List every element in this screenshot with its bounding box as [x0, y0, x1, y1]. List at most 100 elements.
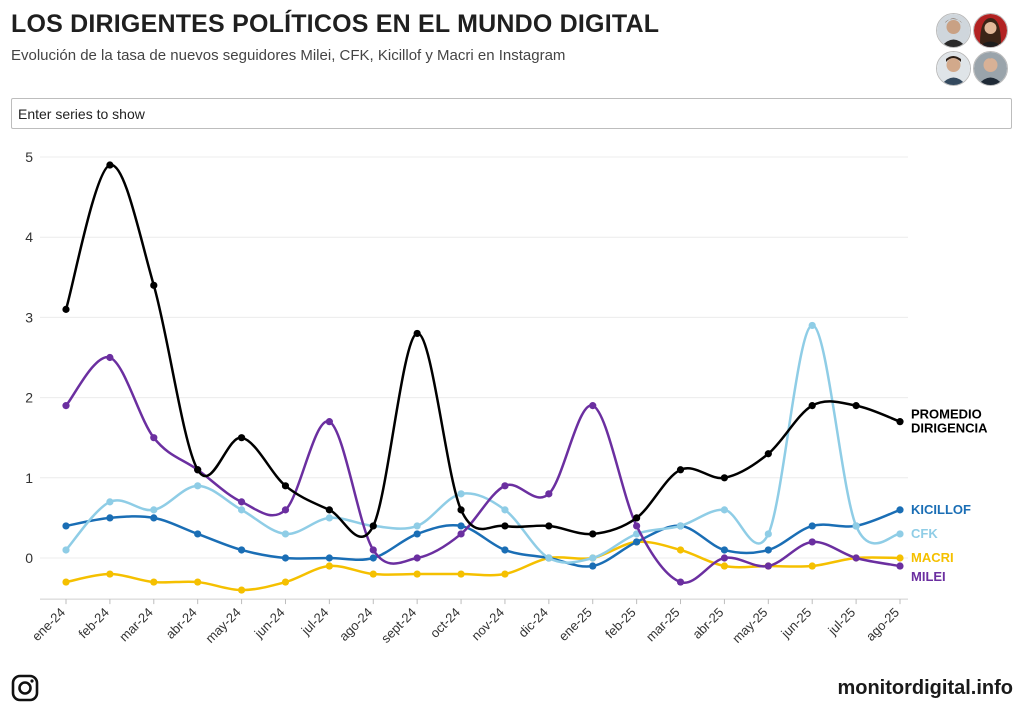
y-tick-label: 3: [25, 309, 33, 325]
data-point: [150, 434, 158, 442]
series-kicillof: [62, 506, 904, 570]
data-point: [457, 506, 465, 514]
data-point: [413, 570, 421, 578]
data-point: [501, 546, 509, 554]
data-point: [325, 506, 333, 514]
x-tick-label: abr-25: [689, 605, 726, 642]
data-point: [194, 482, 202, 490]
x-tick-label: may-24: [202, 605, 243, 646]
data-point: [106, 161, 114, 169]
data-point: [106, 498, 114, 506]
data-point: [457, 522, 465, 530]
series-end-label: KICILLOF: [911, 502, 971, 517]
data-point: [369, 554, 377, 562]
data-point: [325, 554, 333, 562]
data-point: [501, 522, 509, 530]
instagram-icon[interactable]: [11, 674, 39, 702]
series-line-milei: [64, 356, 902, 584]
data-point: [764, 546, 772, 554]
data-point: [808, 562, 816, 570]
avatar-milei: [936, 13, 971, 48]
data-point: [808, 402, 816, 410]
data-point: [413, 329, 421, 338]
data-point: [896, 418, 904, 426]
data-point: [237, 498, 246, 506]
data-point: [194, 466, 202, 474]
data-point: [852, 402, 860, 410]
data-point: [281, 554, 290, 562]
data-point: [852, 522, 860, 530]
data-point: [281, 530, 290, 538]
data-point: [633, 538, 641, 546]
x-tick-label: oct-24: [427, 605, 463, 641]
data-point: [369, 570, 377, 578]
series-search-input[interactable]: [11, 98, 1012, 129]
footer-brand[interactable]: monitordigital.info: [837, 677, 1013, 699]
data-point: [720, 562, 729, 570]
data-point: [808, 538, 816, 546]
data-point: [896, 554, 904, 562]
data-point: [281, 506, 290, 514]
series-promedio-dirigencia: [62, 161, 904, 538]
data-point: [808, 522, 816, 530]
chart-subtitle: Evolución de la tasa de nuevos seguidore…: [11, 47, 566, 64]
chart-title: LOS DIRIGENTES POLÍTICOS EN EL MUNDO DIG…: [11, 10, 660, 38]
series-end-label: CFK: [911, 526, 938, 541]
data-point: [62, 546, 70, 554]
x-tick-label: feb-24: [75, 605, 112, 642]
data-point: [589, 554, 597, 562]
data-point: [545, 554, 553, 562]
data-point: [501, 570, 509, 578]
x-tick-label: ago-24: [336, 605, 375, 644]
series-line-macri: [64, 540, 902, 592]
x-tick-label: mar-25: [643, 605, 683, 645]
data-point: [852, 554, 860, 562]
series-line-cfk: [64, 324, 902, 564]
x-tick-label: jul-24: [298, 605, 332, 639]
data-point: [62, 305, 70, 313]
data-point: [62, 578, 70, 586]
data-point: [676, 578, 685, 586]
data-point: [150, 578, 158, 586]
x-tick-label: ago-25: [863, 605, 902, 644]
data-point: [325, 514, 333, 522]
x-tick-label: jul-25: [824, 605, 858, 639]
data-point: [720, 546, 729, 554]
x-tick-label: sept-24: [378, 605, 419, 646]
data-point: [896, 562, 904, 570]
data-point: [896, 530, 904, 538]
data-point: [720, 554, 729, 562]
data-point: [150, 506, 158, 514]
data-point: [150, 281, 158, 289]
data-point: [369, 546, 377, 554]
x-tick-label: may-25: [729, 605, 770, 646]
x-tick-label: ene-24: [29, 605, 68, 644]
y-tick-label: 4: [25, 229, 33, 245]
data-point: [62, 522, 70, 530]
data-point: [589, 530, 597, 538]
data-point: [720, 506, 729, 514]
data-point: [325, 418, 333, 426]
data-point: [457, 570, 465, 578]
series-line-kicillof: [64, 508, 902, 568]
data-point: [194, 578, 202, 586]
data-point: [237, 586, 246, 594]
data-point: [764, 530, 772, 538]
data-point: [501, 506, 509, 514]
x-tick-label: jun-25: [777, 605, 814, 642]
data-point: [413, 522, 421, 530]
data-point: [106, 514, 114, 522]
avatar-cfk: [973, 13, 1008, 48]
data-point: [413, 530, 421, 538]
data-point: [106, 353, 114, 362]
data-point: [676, 546, 685, 554]
data-point: [589, 562, 597, 570]
data-point: [413, 554, 421, 562]
x-tick-label: mar-24: [116, 605, 156, 645]
x-tick-label: feb-25: [602, 605, 639, 642]
data-point: [62, 402, 70, 410]
avatar-macri: [973, 51, 1008, 86]
politician-avatars: [936, 13, 1008, 86]
series-milei: [62, 353, 904, 586]
